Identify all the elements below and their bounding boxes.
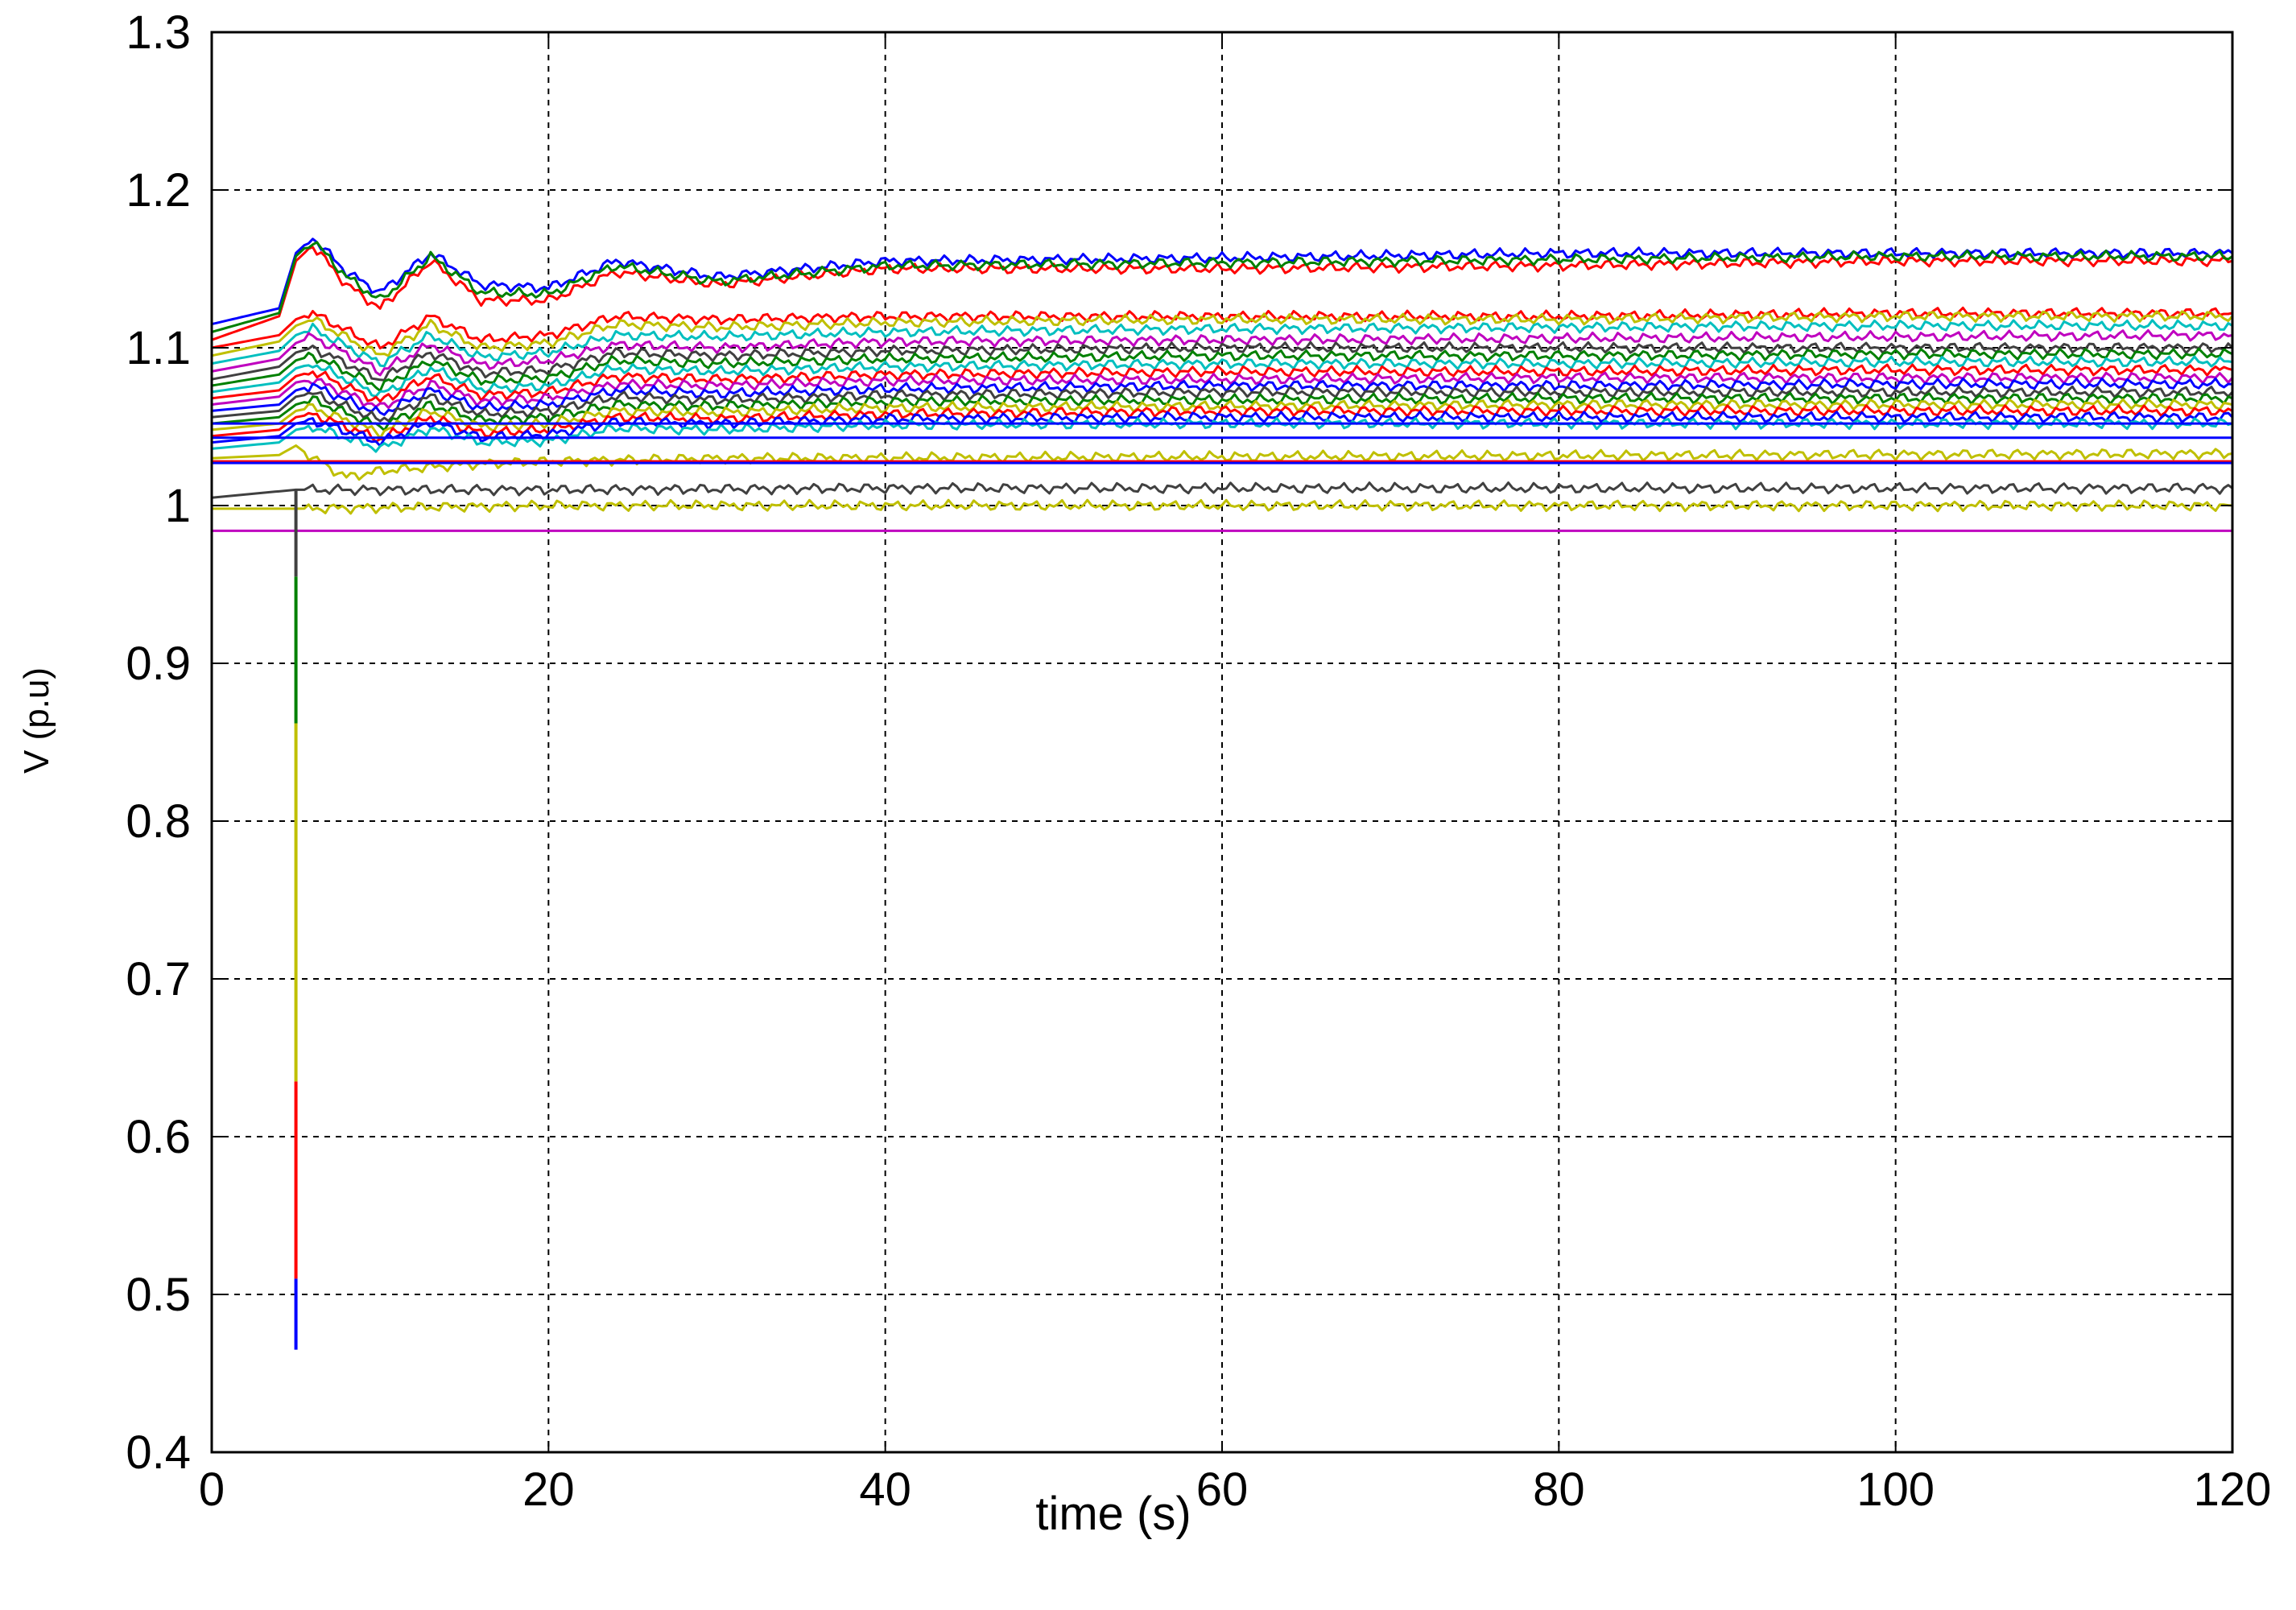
series-line bbox=[211, 377, 2232, 416]
series-line bbox=[211, 385, 2234, 423]
x-tick-label: 80 bbox=[1533, 1463, 1585, 1516]
y-tick-label: 0.8 bbox=[126, 795, 191, 848]
x-tick-label: 20 bbox=[522, 1463, 575, 1516]
series-line bbox=[211, 347, 2233, 392]
y-tick-label: 0.9 bbox=[126, 638, 191, 690]
y-axis-label: V (p.u) bbox=[17, 667, 56, 774]
series-lines bbox=[211, 237, 2234, 1350]
y-tick-label: 1.2 bbox=[126, 164, 191, 217]
y-tick-label: 1.1 bbox=[126, 322, 191, 374]
x-tick-label: 40 bbox=[859, 1463, 911, 1516]
y-tick-label: 0.7 bbox=[126, 953, 191, 1005]
series-line bbox=[211, 363, 2233, 403]
series-line bbox=[211, 241, 2233, 333]
series-line bbox=[211, 237, 2233, 326]
series-line bbox=[211, 310, 2234, 357]
y-tick-label: 0.6 bbox=[126, 1111, 191, 1163]
x-tick-label: 100 bbox=[1856, 1463, 1935, 1516]
y-tick-label: 0.5 bbox=[126, 1269, 191, 1321]
x-tick-label: 0 bbox=[199, 1463, 225, 1516]
y-tick-label: 0.4 bbox=[126, 1426, 191, 1479]
x-tick-label: 60 bbox=[1196, 1463, 1249, 1516]
y-tick-label: 1 bbox=[165, 480, 191, 532]
series-line bbox=[211, 410, 2234, 448]
series-line bbox=[211, 319, 2233, 368]
series-line bbox=[211, 481, 2233, 499]
series-line bbox=[212, 498, 2233, 515]
y-tick-label: 1.3 bbox=[126, 6, 191, 59]
axis-ticks: 0 20 40 60 80 100 120 0.4 0.5 0.6 0.7 0.8 0.9 1 1.1 1.2… bbox=[126, 6, 2271, 1516]
series-line bbox=[211, 371, 2234, 410]
x-axis-label: time (s) bbox=[1035, 1488, 1191, 1540]
series-line bbox=[211, 355, 2233, 398]
x-tick-label: 120 bbox=[2194, 1463, 2272, 1516]
